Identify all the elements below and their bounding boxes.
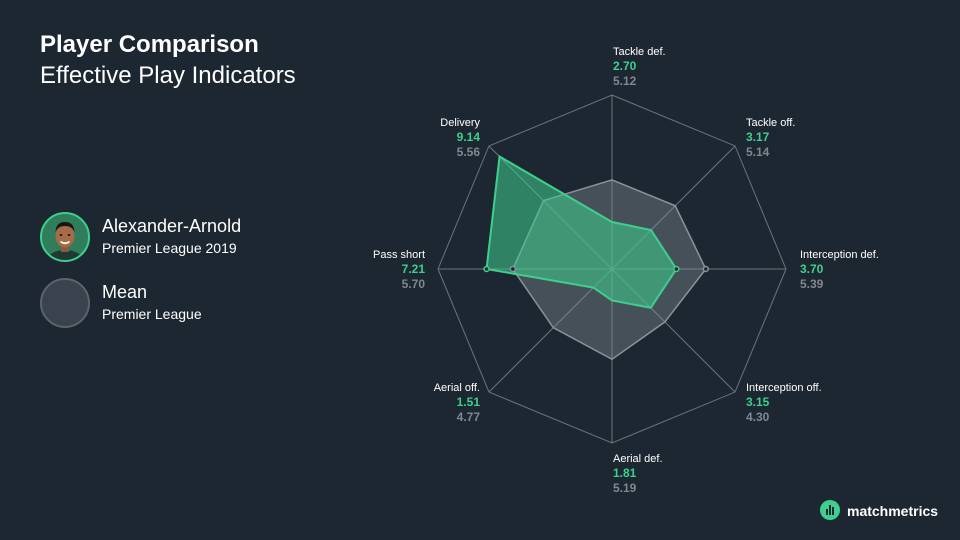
axis-label: Tackle def. bbox=[613, 46, 666, 58]
legend-mean-league: Premier League bbox=[102, 306, 202, 322]
player-point-marker bbox=[483, 265, 490, 273]
mean-value-label: 5.56 bbox=[457, 145, 481, 159]
axis-label: Delivery bbox=[440, 117, 480, 129]
player-value-label: 1.81 bbox=[613, 466, 637, 480]
axis-label: Aerial off. bbox=[434, 382, 480, 394]
brand-logo-icon bbox=[820, 500, 840, 520]
player-avatar bbox=[40, 212, 90, 262]
mean-point-marker bbox=[509, 265, 517, 273]
mean-value-label: 5.70 bbox=[402, 277, 426, 291]
axis-label: Interception def. bbox=[800, 249, 879, 261]
chart-title: Player Comparison bbox=[40, 31, 259, 58]
legend-mean-name: Mean bbox=[102, 282, 148, 302]
mean-point-marker bbox=[702, 265, 710, 273]
axis-label: Interception off. bbox=[746, 382, 822, 394]
legend-item-player: Alexander-Arnold Premier League 2019 bbox=[40, 212, 320, 262]
player-value-label: 3.15 bbox=[746, 395, 770, 409]
legend-item-mean: Mean Premier League bbox=[40, 278, 320, 328]
player-value-label: 9.14 bbox=[457, 130, 481, 144]
mean-value-label: 5.19 bbox=[613, 481, 637, 495]
axis-label: Aerial def. bbox=[613, 453, 663, 465]
player-value-label: 1.51 bbox=[457, 395, 481, 409]
player-value-label: 3.70 bbox=[800, 262, 824, 276]
axis-label: Tackle off. bbox=[746, 117, 795, 129]
radar-spoke bbox=[488, 268, 613, 393]
brand-name: matchmetrics bbox=[847, 503, 939, 519]
player-value-label: 3.17 bbox=[746, 130, 770, 144]
legend-player-name: Alexander-Arnold bbox=[102, 216, 242, 236]
legend-player-league: Premier League 2019 bbox=[102, 240, 237, 256]
series-area-player bbox=[485, 154, 678, 309]
mean-value-label: 4.77 bbox=[457, 410, 481, 424]
mean-value-label: 5.39 bbox=[800, 277, 824, 291]
mean-value-label: 5.14 bbox=[746, 145, 770, 159]
player-value-label: 7.21 bbox=[402, 262, 426, 276]
mean-value-label: 4.30 bbox=[746, 410, 770, 424]
chart-subtitle: Effective Play Indicators bbox=[40, 62, 296, 89]
mean-value-label: 5.12 bbox=[613, 74, 637, 88]
mean-swatch bbox=[40, 278, 90, 328]
player-value-label: 2.70 bbox=[613, 59, 637, 73]
player-point-marker bbox=[673, 265, 680, 273]
axis-label: Pass short bbox=[373, 249, 425, 261]
player-face-icon bbox=[46, 222, 84, 260]
